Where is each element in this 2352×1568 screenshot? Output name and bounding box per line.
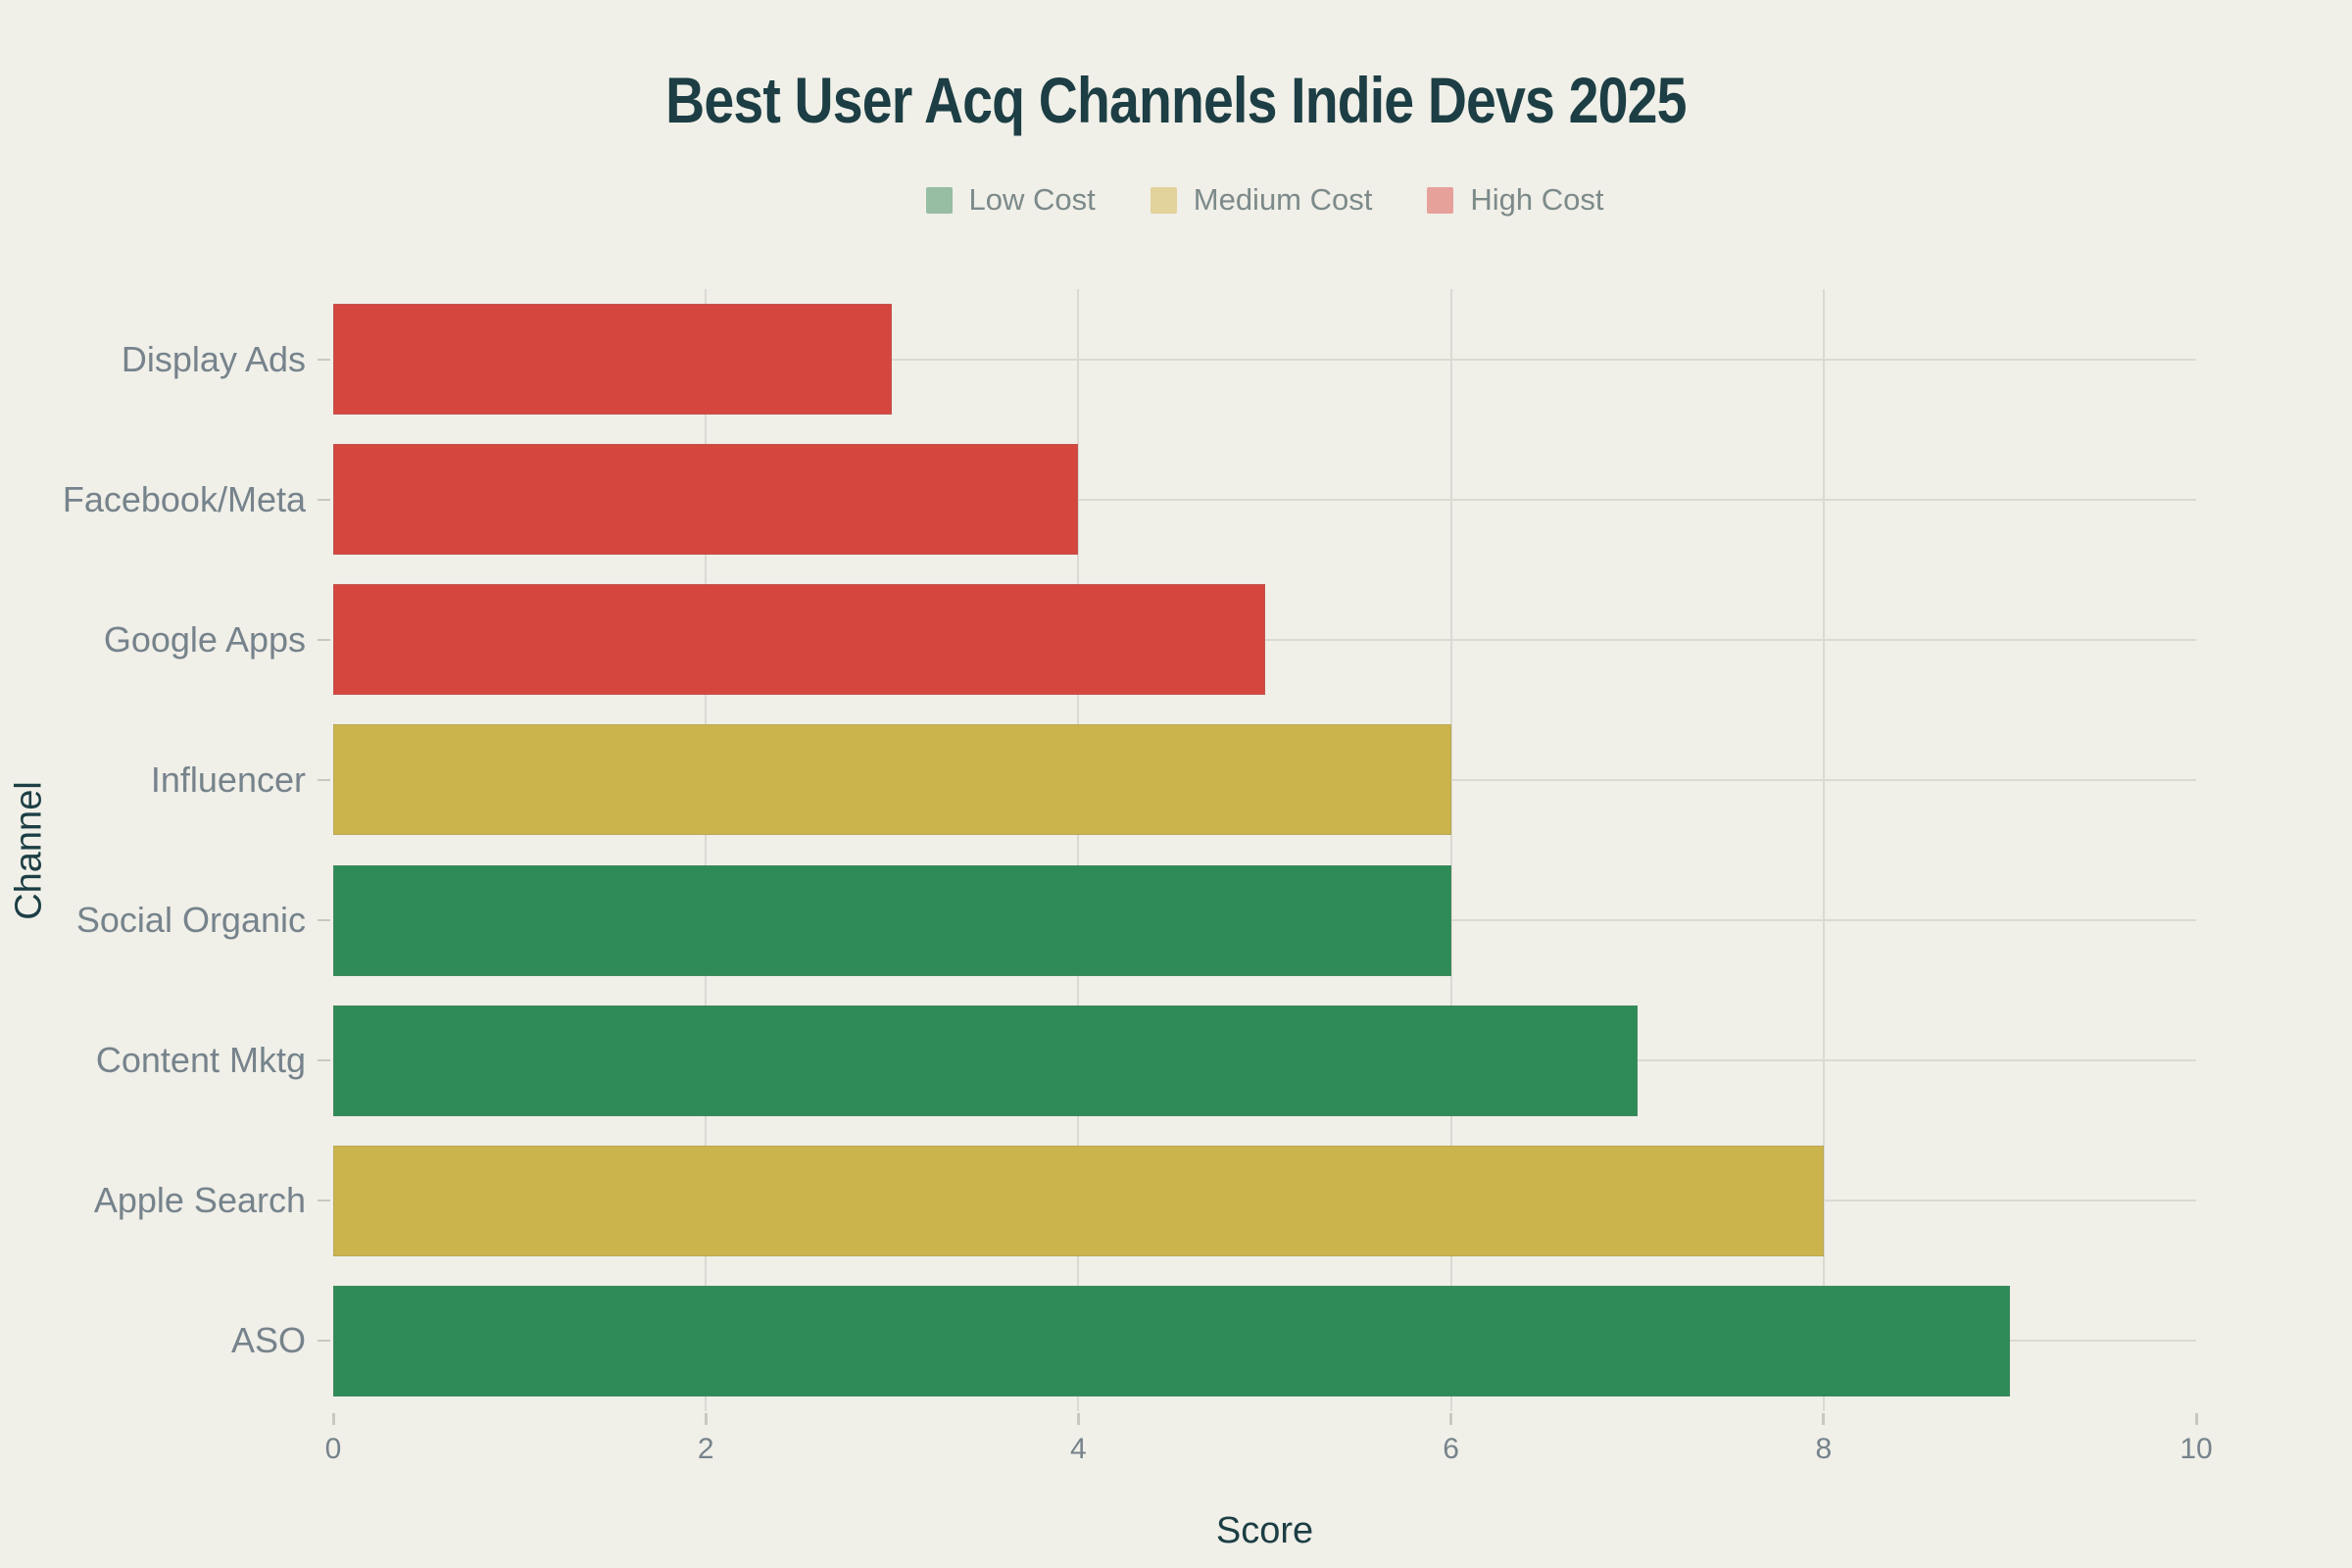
- bar-aso: [333, 1285, 2010, 1396]
- y-tick-mark-aso: [318, 1340, 330, 1343]
- x-tick-mark-10: [2194, 1413, 2198, 1425]
- x-tick-mark-0: [331, 1413, 335, 1425]
- legend-item-low-cost: Low Cost: [925, 182, 1096, 218]
- x-tick-mark-8: [1822, 1413, 1826, 1425]
- x-tick-label-4: 4: [1070, 1433, 1087, 1465]
- legend: Low Cost Medium Cost High Cost: [333, 182, 2196, 218]
- legend-label-high-cost: High Cost: [1470, 182, 1604, 217]
- y-tick-mark-google-apps: [318, 638, 330, 641]
- x-tick-label-0: 0: [324, 1433, 342, 1465]
- legend-item-medium-cost: Medium Cost: [1150, 182, 1373, 218]
- gridline-y-facebook-meta: [333, 498, 2196, 501]
- bar-facebook-meta: [333, 444, 1079, 556]
- bar-influencer: [333, 724, 1451, 836]
- chart-title: Best User Acq Channels Indie Devs 2025: [0, 63, 2352, 137]
- y-tick-label-aso: ASO: [230, 1320, 306, 1361]
- legend-swatch-high-icon: [1427, 186, 1454, 214]
- y-tick-mark-influencer: [318, 778, 330, 781]
- y-tick-mark-content-mktg: [318, 1059, 330, 1062]
- x-tick-mark-4: [1076, 1413, 1080, 1425]
- gridline-x-8: [1822, 289, 1825, 1411]
- y-tick-label-influencer: Influencer: [150, 759, 306, 800]
- y-tick-label-apple-search: Apple Search: [93, 1180, 306, 1221]
- y-tick-mark-facebook-meta: [318, 498, 330, 501]
- bar-apple-search: [333, 1145, 1824, 1256]
- y-tick-label-content-mktg: Content Mktg: [95, 1040, 306, 1081]
- x-tick-label-8: 8: [1815, 1433, 1833, 1465]
- gridline-x-6: [1449, 289, 1452, 1411]
- bar-google-apps: [333, 584, 1265, 696]
- legend-swatch-low-icon: [925, 186, 953, 214]
- legend-label-medium-cost: Medium Cost: [1193, 182, 1373, 217]
- y-tick-label-facebook-meta: Facebook/Meta: [62, 478, 306, 519]
- x-tick-mark-2: [704, 1413, 708, 1425]
- x-axis-title: Score: [1215, 1510, 1314, 1551]
- x-tick-label-10: 10: [2180, 1433, 2213, 1465]
- gridline-y-google-apps: [333, 638, 2196, 641]
- y-tick-label-google-apps: Google Apps: [103, 618, 306, 660]
- chart-title-text: Best User Acq Channels Indie Devs 2025: [665, 64, 1687, 136]
- legend-swatch-medium-icon: [1150, 186, 1177, 214]
- gridline-x-4: [1077, 289, 1080, 1411]
- y-tick-mark-apple-search: [318, 1200, 330, 1202]
- y-tick-label-display-ads: Display Ads: [121, 338, 306, 379]
- y-tick-mark-social-organic: [318, 919, 330, 922]
- legend-item-high-cost: High Cost: [1427, 182, 1603, 218]
- gridline-x-2: [705, 289, 708, 1411]
- y-tick-label-social-organic: Social Organic: [75, 900, 306, 941]
- x-tick-label-6: 6: [1443, 1433, 1459, 1465]
- y-axis-title: Channel: [8, 780, 50, 920]
- y-tick-mark-display-ads: [318, 358, 330, 361]
- x-tick-label-2: 2: [697, 1433, 714, 1465]
- legend-label-low-cost: Low Cost: [968, 182, 1096, 217]
- bar-social-organic: [333, 864, 1451, 976]
- bar-display-ads: [333, 304, 893, 416]
- x-tick-mark-6: [1449, 1413, 1453, 1425]
- gridline-y-display-ads: [333, 358, 2196, 361]
- bar-content-mktg: [333, 1004, 1638, 1116]
